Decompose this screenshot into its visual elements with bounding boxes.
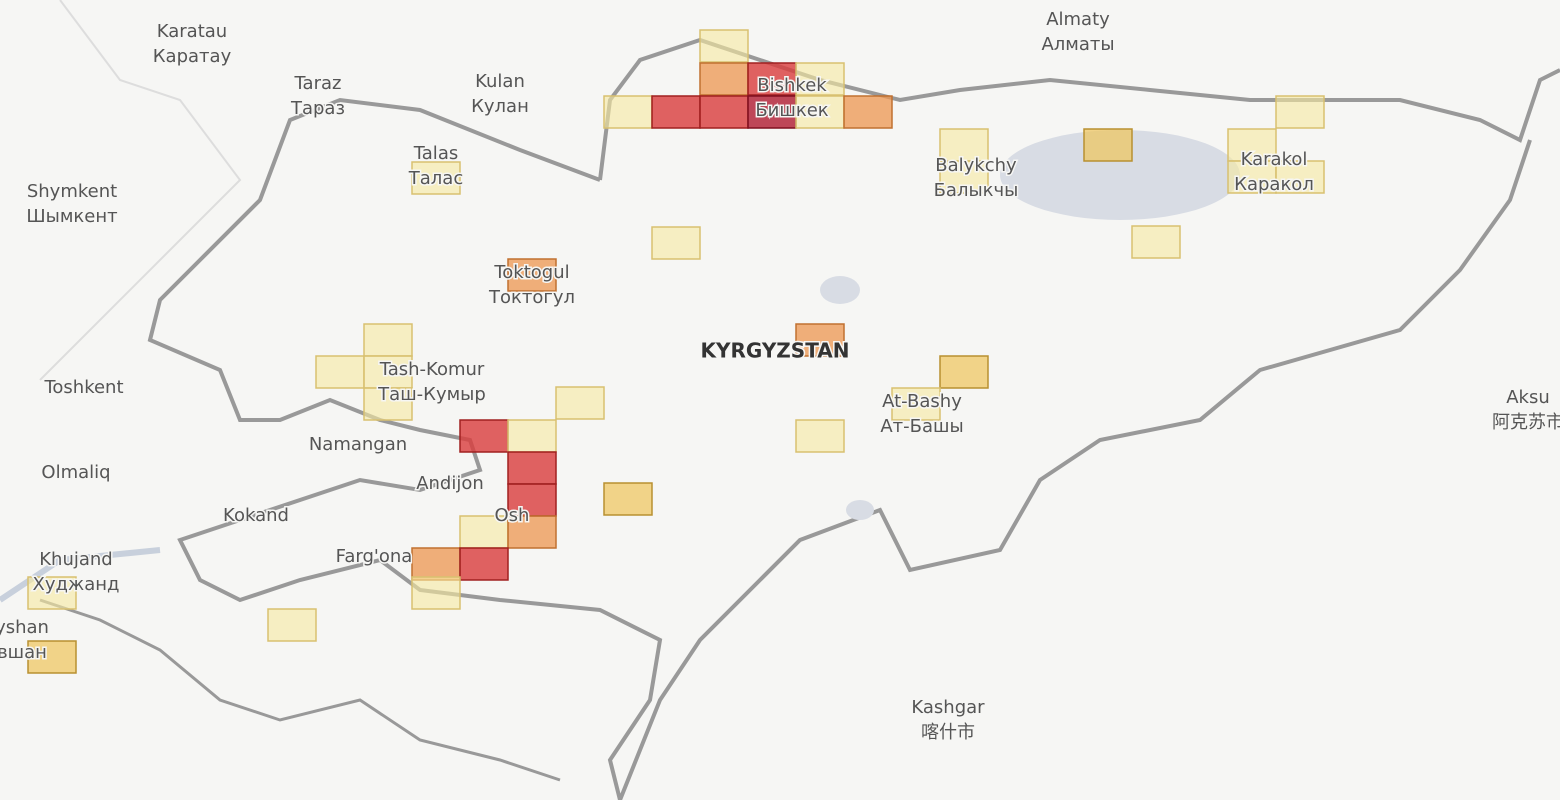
place-name: Khujand: [39, 549, 113, 570]
place-local-name: Токтогул: [488, 287, 575, 308]
place-local-name: Худжанд: [33, 574, 120, 595]
grid-cell: [27, 640, 77, 674]
grid-cell: [795, 62, 845, 96]
place-name: Balykchy: [935, 155, 1017, 176]
grid-cell: [507, 419, 557, 453]
grid-cell: [795, 323, 845, 357]
place-local-name: Шымкент: [26, 206, 117, 227]
place-name: Farg'ona: [336, 546, 413, 567]
grid-cell: [1275, 95, 1325, 129]
place-name: Kulan: [475, 71, 525, 92]
grid-cell: [747, 62, 797, 96]
grid-cell: [1083, 128, 1133, 162]
place-name: yshan: [0, 617, 49, 638]
place-local-name: Кулан: [471, 96, 529, 117]
grid-cell: [27, 576, 77, 610]
grid-cell: [699, 62, 749, 96]
place-name: Aksu: [1506, 387, 1550, 408]
grid-cell: [411, 161, 461, 195]
grid-cell: [507, 515, 557, 549]
grid-cell: [699, 29, 749, 63]
place-name: Almaty: [1046, 9, 1110, 30]
place-name: Karatau: [157, 21, 227, 42]
grid-cell: [1227, 128, 1277, 162]
place-name: Taraz: [294, 73, 342, 94]
grid-cell: [363, 387, 413, 421]
grid-cell: [795, 419, 845, 453]
grid-cell: [363, 323, 413, 357]
grid-cell: [459, 547, 509, 581]
place-labels: Karatau Каратау Taraz Тараз Kulan Кулан Bishke…: [0, 8, 1560, 745]
grid-cell: [1227, 160, 1277, 194]
place-local-name: 阿克苏市: [1492, 412, 1560, 433]
place-local-name: 喀什市: [921, 722, 975, 743]
grid-cell: [795, 95, 845, 129]
place-name: At-Bashy: [882, 391, 962, 412]
grid-cell: [1131, 225, 1181, 259]
place-name: Toshkent: [43, 377, 123, 398]
grid-cell: [267, 608, 317, 642]
grid-cell: [603, 482, 653, 516]
place-local-name: вшан: [0, 642, 47, 663]
grid-cell: [555, 386, 605, 420]
grid-cell: [507, 258, 557, 292]
grid-cell: [939, 128, 989, 162]
place-local-name: Бишкек: [755, 100, 828, 121]
heat-grid: [27, 29, 1325, 674]
grid-cell: [651, 95, 701, 129]
grid-cell: [651, 226, 701, 260]
place-local-name: Алматы: [1041, 34, 1114, 55]
grid-cell: [315, 355, 365, 389]
grid-cell: [843, 95, 893, 129]
place-local-name: Балыкчы: [934, 180, 1019, 201]
place-local-name: Ат-Башы: [880, 416, 963, 437]
grid-cell: [411, 576, 461, 610]
grid-cell: [603, 95, 653, 129]
place-name: Kashgar: [911, 697, 985, 718]
place-local-name: Каратау: [153, 46, 232, 67]
grid-cell: [363, 355, 413, 389]
country-label: KYRGYZSTAN: [700, 339, 849, 363]
grid-cell: [459, 515, 509, 549]
place-local-name: Талас: [408, 168, 463, 189]
grid-cell: [939, 160, 989, 194]
place-name: Shymkent: [27, 181, 117, 202]
grid-cell: [459, 419, 509, 453]
grid-cell: [507, 483, 557, 517]
place-name: Bishkek: [757, 75, 827, 96]
place-name: Kokand: [223, 505, 289, 526]
place-name: Tash-Komur: [379, 359, 485, 380]
place-name: Andijon: [416, 473, 484, 494]
grid-cell: [1275, 160, 1325, 194]
place-local-name: Тараз: [290, 98, 345, 119]
grid-cell: [507, 451, 557, 485]
grid-cell: [699, 95, 749, 129]
grid-cell: [411, 547, 461, 581]
grid-cell: [891, 387, 941, 421]
place-name: Toktogul: [493, 262, 569, 283]
place-name: Osh: [495, 505, 530, 526]
place-local-name: Каракол: [1234, 174, 1314, 195]
place-name: Talas: [413, 143, 458, 164]
grid-cell: [939, 355, 989, 389]
place-name: Olmaliq: [41, 462, 110, 483]
place-name: Namangan: [309, 434, 407, 455]
place-local-name: Таш-Кумыр: [377, 384, 486, 405]
place-name: Karakol: [1241, 149, 1308, 170]
